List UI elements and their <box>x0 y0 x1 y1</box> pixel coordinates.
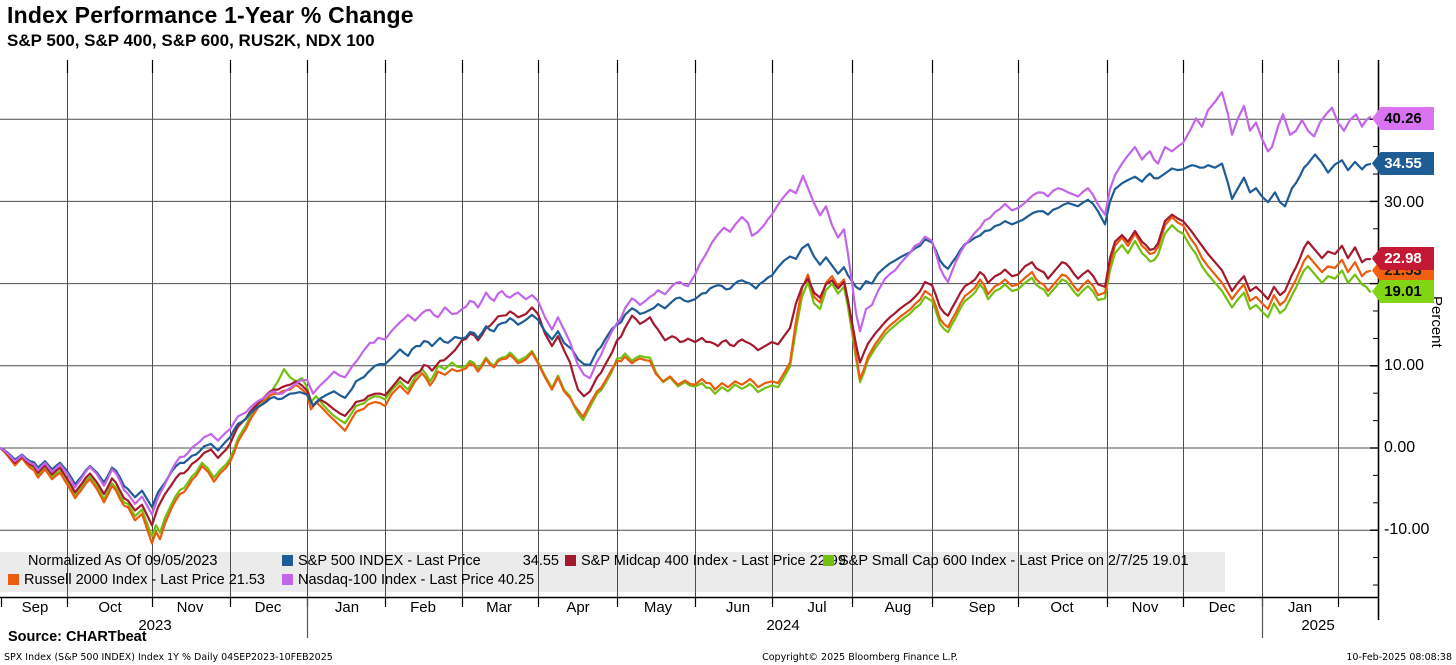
terminal-command-line: SPX Index (S&P 500 INDEX) Index 1Y % Dai… <box>4 652 333 663</box>
y-axis-label: 30.00 <box>1384 194 1425 211</box>
last-price-badge-40.26: 40.26 <box>1372 107 1434 130</box>
page-title: Index Performance 1-Year % Change <box>7 2 414 28</box>
x-axis-month-label: Oct <box>1050 599 1074 616</box>
legend-item-russell: Russell 2000 Index - Last Price 21.53 <box>8 572 265 588</box>
series-line-russell-2000-index <box>0 215 1372 545</box>
x-axis-month-label: Jun <box>725 599 751 616</box>
y-axis-label: 0.00 <box>1384 439 1416 456</box>
series-line-nasdaq-100-index <box>0 91 1372 516</box>
copyright-label: Copyright© 2025 Bloomberg Finance L.P. <box>762 652 958 663</box>
x-axis-month-label: Mar <box>486 599 512 616</box>
page-subtitle: S&P 500, S&P 400, S&P 600, RUS2K, NDX 10… <box>7 31 375 50</box>
last-price-badge-34.55: 34.55 <box>1372 152 1434 175</box>
legend-item-label: Russell 2000 Index - Last Price 21.53 <box>24 572 265 588</box>
timestamp-label: 10-Feb-2025 08:08:38 <box>1346 652 1452 663</box>
legend-item-midcap: S&P Midcap 400 Index - Last Price 22.99 <box>565 553 846 569</box>
legend-item-label: S&P Small Cap 600 Index - Last Price on … <box>839 553 1189 569</box>
x-axis-month-label: Feb <box>410 599 436 616</box>
smallcap-swatch-icon <box>823 555 834 566</box>
midcap-swatch-icon <box>565 555 576 566</box>
legend-background <box>0 552 1225 592</box>
legend-item-smallcap: S&P Small Cap 600 Index - Last Price on … <box>823 553 1189 569</box>
x-axis-year-label: 2024 <box>766 617 800 634</box>
legend-item-sp500: S&P 500 INDEX - Last Price 34.55 <box>282 553 559 569</box>
series-line-s-p-500-index <box>0 153 1372 509</box>
x-axis-year-label: 2023 <box>138 617 172 634</box>
y-axis-label: -10.00 <box>1384 521 1430 538</box>
legend-item-value: 34.55 <box>522 553 559 569</box>
x-axis-month-label: Dec <box>1208 599 1236 616</box>
x-axis-month-label: Apr <box>566 599 590 616</box>
x-axis-month-label: Sep <box>21 599 49 616</box>
x-axis-month-label: Nov <box>176 599 204 616</box>
x-axis-month-label: May <box>643 599 673 616</box>
x-axis-month-label: Aug <box>884 599 912 616</box>
y-axis-label: 10.00 <box>1384 357 1425 374</box>
legend-item-nasdaq: Nasdaq-100 Index - Last Price 40.25 <box>282 572 534 588</box>
russell-swatch-icon <box>8 574 19 585</box>
last-price-badge-22.98: 22.98 <box>1372 247 1434 270</box>
x-axis-month-label: Oct <box>98 599 122 616</box>
x-axis-month-label: Jan <box>1287 599 1313 616</box>
sp500-swatch-icon <box>282 555 293 566</box>
last-price-badge-19.01: 19.01 <box>1372 280 1434 303</box>
x-axis-month-label: Dec <box>254 599 282 616</box>
legend-normalized-label: Normalized As Of 09/05/2023 <box>28 553 218 569</box>
series-line-s-p-midcap-400-index <box>0 213 1372 527</box>
line-chart-plot <box>0 60 1380 638</box>
legend-item-label: Nasdaq-100 Index - Last Price 40.25 <box>298 572 535 588</box>
x-axis-month-label: Jan <box>334 599 360 616</box>
legend-item-label: S&P 500 INDEX - Last Price <box>298 553 481 569</box>
legend-item-label: S&P Midcap 400 Index - Last Price 22.99 <box>581 553 846 569</box>
x-axis-year-label: 2025 <box>1301 617 1335 634</box>
y-axis-title: Percent <box>1428 296 1445 348</box>
x-axis-month-label: Jul <box>807 599 827 616</box>
nasdaq-swatch-icon <box>282 574 293 585</box>
x-axis-month-label: Nov <box>1131 599 1159 616</box>
x-axis-month-label: Sep <box>968 599 996 616</box>
source-label: Source: CHARTbeat <box>8 629 147 645</box>
